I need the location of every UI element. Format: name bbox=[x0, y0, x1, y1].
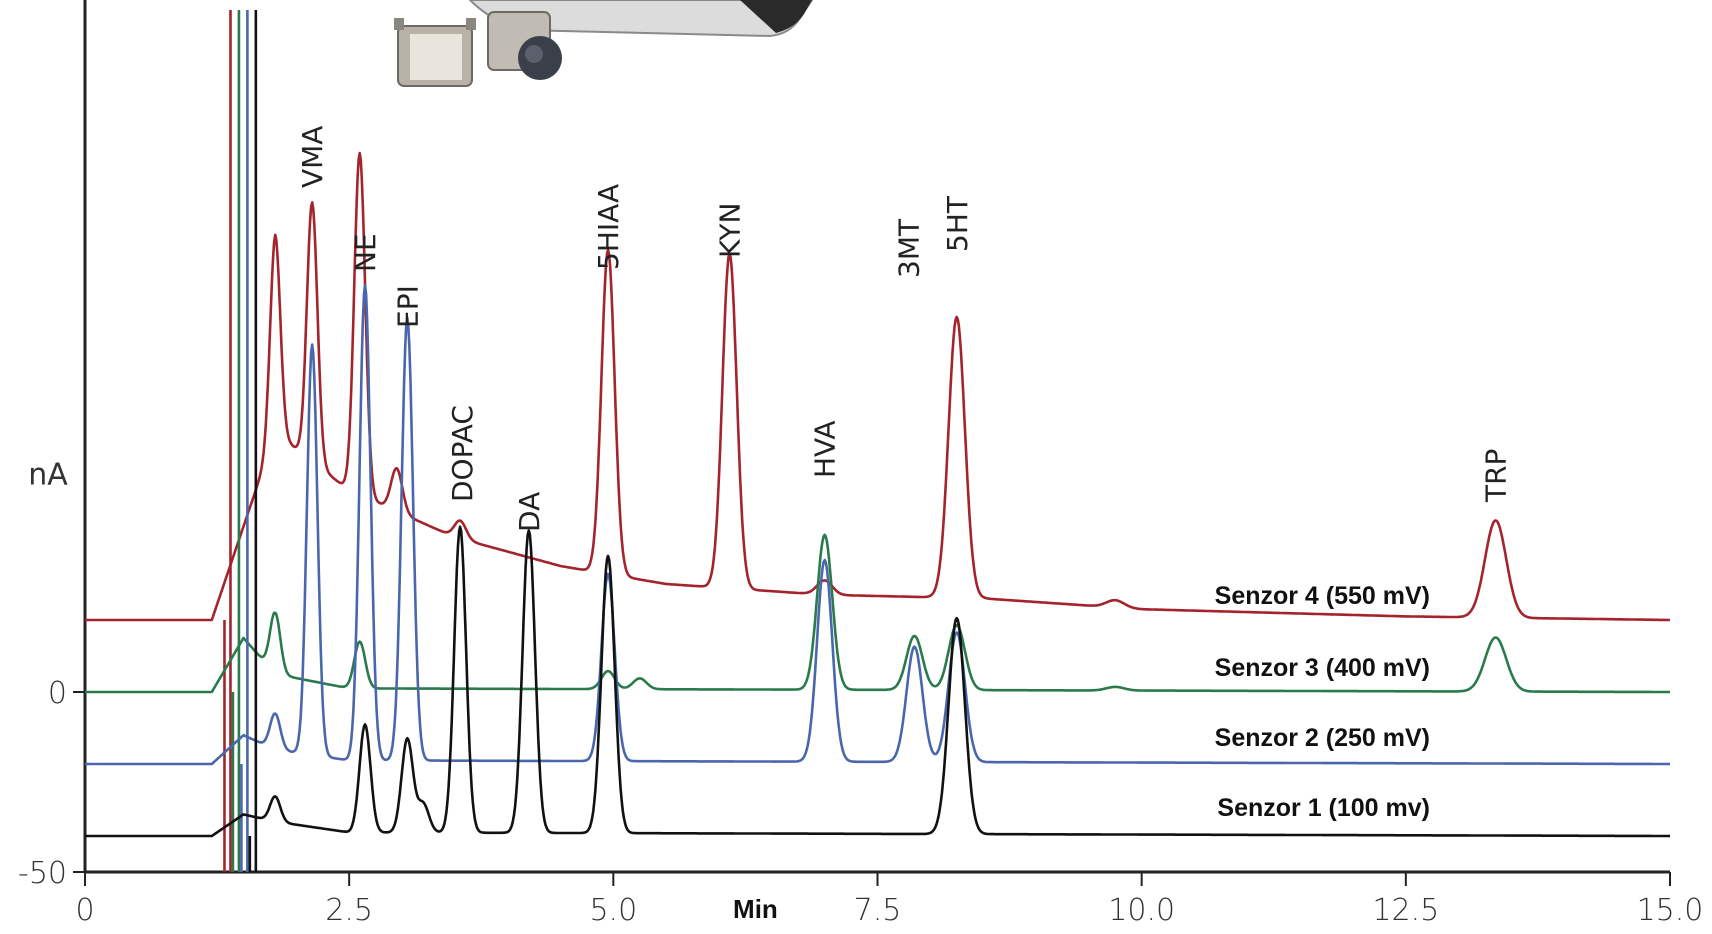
peak-label-trp: TRP bbox=[1480, 449, 1513, 503]
peak-label-da: DA bbox=[513, 492, 546, 532]
peak-label-dopac: DOPAC bbox=[446, 405, 479, 502]
trace-senzor-4-550-mv bbox=[84, 151, 1671, 622]
y-axis-label: nA bbox=[28, 457, 68, 492]
series-label-senzor-3-400-mv: Senzor 3 (400 mV) bbox=[1215, 654, 1430, 682]
x-tick-label: 10.0 bbox=[1108, 893, 1175, 928]
trace-senzor-2-250-mv bbox=[84, 283, 1671, 766]
traces bbox=[84, 10, 1671, 872]
peak-label-5hiaa: 5HIAA bbox=[592, 184, 625, 270]
x-tick-label: 15.0 bbox=[1637, 893, 1704, 928]
sensor-cell-knob-icon bbox=[487, 11, 562, 80]
x-tick-label: 7.5 bbox=[854, 893, 902, 928]
x-tick-label: 2.5 bbox=[325, 893, 373, 928]
y-tick-label: 0 bbox=[48, 676, 67, 711]
series-labels: Senzor 4 (550 mV) Senzor 3 (400 mV) Senzor… bbox=[1215, 582, 1430, 822]
sensor-cell-icon bbox=[394, 18, 476, 87]
peak-label-vma: VMA bbox=[296, 126, 329, 188]
peak-label-epi: EPI bbox=[391, 285, 424, 328]
peak-label-ne: NE bbox=[349, 233, 382, 272]
series-label-senzor-2-250-mv: Senzor 2 (250 mV) bbox=[1215, 724, 1430, 752]
peak-labels: VMA NE EPI DOPAC DA 5HIAA KYN HVA 3MT 5HT TRP bbox=[296, 126, 1512, 532]
x-tick-label: 12.5 bbox=[1372, 893, 1439, 928]
peak-label-3mt: 3MT bbox=[892, 218, 925, 278]
x-tick-label: 5.0 bbox=[589, 893, 637, 928]
x-axis-label: Min bbox=[733, 894, 778, 924]
x-tick-label: 0 bbox=[75, 893, 94, 928]
y-tick-label: -50 bbox=[18, 856, 67, 891]
peak-label-hva: HVA bbox=[809, 420, 842, 478]
peak-label-5ht: 5HT bbox=[941, 195, 974, 252]
detector-cells-photo bbox=[394, 0, 814, 87]
peak-label-kyn: KYN bbox=[714, 203, 747, 258]
series-label-senzor-4-550-mv: Senzor 4 (550 mV) bbox=[1215, 582, 1430, 610]
trace-senzor-3-400-mv bbox=[84, 533, 1671, 694]
series-label-senzor-1-100-mv: Senzor 1 (100 mv) bbox=[1217, 794, 1430, 822]
trace-senzor-1-100-mv bbox=[84, 525, 1671, 838]
